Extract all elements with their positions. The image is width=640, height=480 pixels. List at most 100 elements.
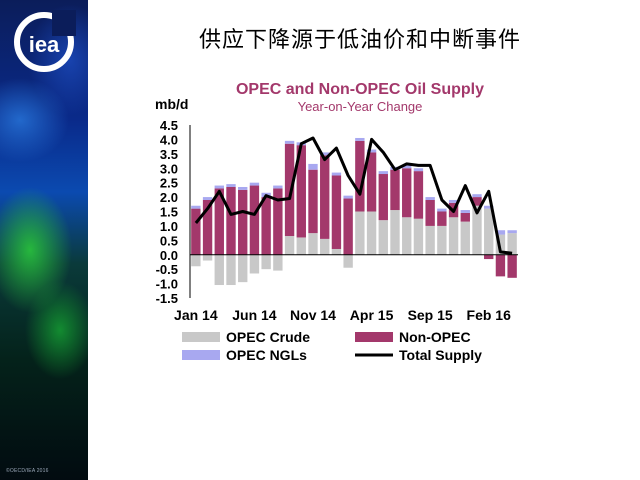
bar-non-opec (390, 169, 400, 211)
bar-non-opec (460, 212, 470, 222)
bar-opec-ngls (366, 149, 377, 153)
bar-opec-crude (284, 236, 295, 255)
bar-opec-crude (390, 210, 400, 255)
bar-opec-crude (355, 211, 365, 255)
bar-non-opec (284, 143, 295, 237)
bar-opec-crude (402, 217, 412, 255)
bar-non-opec (249, 185, 260, 255)
legend-label-total-supply: Total Supply (399, 347, 482, 363)
x-tick-label: Jan 14 (174, 307, 218, 323)
bar-opec-crude (214, 254, 224, 286)
bar-opec-ngls (320, 152, 330, 156)
chart-title: OPEC and Non-OPEC Oil Supply (236, 81, 484, 98)
bar-opec-crude (249, 254, 260, 274)
legend-label-opec-crude: OPEC Crude (226, 329, 310, 345)
bar-opec-ngls (413, 168, 424, 172)
bar-non-opec (507, 254, 517, 278)
y-tick-label: 0.0 (160, 248, 178, 263)
bar-opec-ngls (226, 184, 236, 187)
bar-opec-crude (507, 233, 517, 255)
bar-non-opec (308, 169, 318, 234)
y-tick-label: 0.5 (160, 233, 178, 248)
bar-non-opec (191, 208, 201, 255)
bar-non-opec (366, 152, 377, 212)
bar-opec-crude (238, 254, 248, 283)
bar-opec-crude (296, 237, 306, 255)
legend-swatch-opec-ngls (182, 350, 220, 360)
y-tick-label: 2.5 (160, 176, 178, 191)
legend-swatch-non-opec (355, 332, 393, 342)
bar-non-opec (355, 140, 365, 212)
bar-opec-crude (425, 225, 435, 255)
y-axis-unit-label: mb/d (155, 96, 188, 112)
bar-non-opec (238, 189, 248, 255)
bar-non-opec (437, 211, 447, 226)
bar-opec-ngls (378, 171, 388, 175)
bar-opec-crude (191, 254, 201, 267)
bar-opec-crude (448, 217, 459, 255)
bar-opec-ngls (249, 182, 260, 186)
bar-non-opec (413, 171, 424, 219)
brand-sidebar: iea ©OECD/IEA 2016 (0, 0, 88, 480)
legend-label-non-opec: Non-OPEC (399, 329, 471, 345)
oil-supply-chart: OPEC and Non-OPEC Oil Supply Year-on-Yea… (155, 81, 518, 363)
y-tick-label: 3.5 (160, 147, 178, 162)
x-tick-label: Sep 15 (408, 307, 453, 323)
bar-non-opec (296, 145, 306, 238)
bar-opec-crude (261, 254, 271, 270)
slide-title: 供应下降源于低油价和中断事件 (198, 28, 521, 53)
bar-opec-crude (366, 211, 377, 255)
copyright-text: ©OECD/IEA 2016 (6, 468, 49, 474)
bar-opec-ngls (437, 208, 447, 212)
bar-opec-ngls (202, 197, 213, 200)
iea-logo-icon: iea (14, 10, 76, 72)
bar-non-opec (202, 199, 213, 255)
bar-opec-ngls (484, 205, 494, 209)
bar-opec-ngls (402, 165, 412, 169)
x-tick-label: Feb 16 (467, 307, 512, 323)
bar-opec-ngls (331, 172, 342, 176)
x-tick-label: Jun 14 (232, 307, 277, 323)
bar-opec-ngls (448, 199, 459, 203)
bar-non-opec (378, 174, 388, 221)
bar-opec-crude (472, 205, 482, 255)
bar-opec-crude (484, 208, 494, 255)
bar-non-opec (331, 175, 342, 249)
y-tick-label: 4.0 (160, 132, 178, 147)
bar-opec-ngls (472, 194, 482, 198)
bar-opec-ngls (507, 230, 517, 234)
x-tick-label: Nov 14 (290, 307, 336, 323)
x-tick-label: Apr 15 (350, 307, 394, 323)
bar-opec-ngls (495, 230, 506, 235)
bar-non-opec (402, 168, 412, 218)
y-tick-label: 2.0 (160, 190, 178, 205)
bar-non-opec (226, 186, 236, 255)
bar-non-opec (273, 188, 283, 255)
bar-opec-ngls (238, 186, 248, 190)
bar-opec-ngls (355, 137, 365, 141)
bar-opec-ngls (460, 210, 470, 213)
y-tick-label: 4.5 (160, 118, 178, 133)
bar-opec-ngls (284, 140, 295, 144)
bar-opec-crude (320, 238, 330, 255)
legend-swatch-opec-crude (182, 332, 220, 342)
bar-non-opec (472, 197, 482, 206)
bar-non-opec (261, 197, 271, 255)
bar-non-opec (320, 155, 330, 239)
bar-non-opec (343, 198, 353, 255)
y-tick-label: 3.0 (160, 161, 178, 176)
bar-non-opec (214, 188, 224, 255)
bar-non-opec (495, 254, 506, 277)
bar-non-opec (425, 199, 435, 226)
bar-opec-crude (378, 220, 388, 255)
bar-opec-ngls (191, 205, 201, 209)
bar-opec-crude (413, 218, 424, 255)
bar-opec-crude (460, 221, 470, 255)
y-tick-label: -0.5 (156, 262, 178, 277)
bar-opec-ngls (273, 185, 283, 189)
y-tick-label: 1.0 (160, 219, 178, 234)
bar-opec-crude (343, 254, 353, 268)
total-supply-line (194, 136, 513, 255)
bar-opec-ngls (425, 197, 435, 200)
bar-opec-crude (308, 233, 318, 255)
